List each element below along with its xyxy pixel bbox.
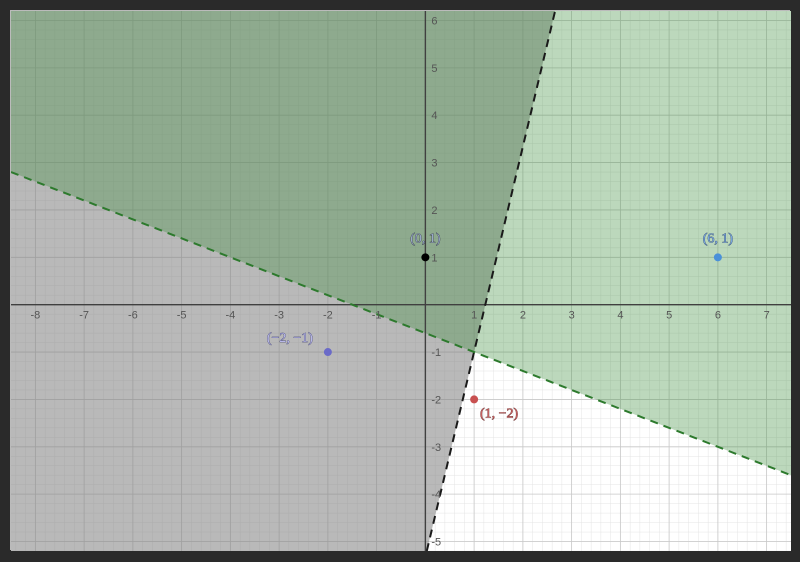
x-tick-label: -2 <box>323 310 333 322</box>
pt-black[interactable] <box>421 253 429 261</box>
x-tick-label: -3 <box>274 310 284 322</box>
y-tick-label: -2 <box>431 394 441 406</box>
x-tick-label: -6 <box>128 310 138 322</box>
y-tick-label: 1 <box>431 252 437 264</box>
x-tick-label: 5 <box>666 310 672 322</box>
x-tick-label: 4 <box>617 310 623 322</box>
pt-blue[interactable] <box>714 253 722 261</box>
pt-purple-label: (−2, −1) <box>267 331 313 346</box>
pt-purple[interactable] <box>324 348 332 356</box>
pt-black-label: (0, 1) <box>410 231 441 246</box>
x-tick-label: -8 <box>30 310 40 322</box>
y-tick-label: 2 <box>431 205 437 217</box>
pt-blue-label: (6, 1) <box>703 231 734 246</box>
y-tick-label: -5 <box>431 537 441 549</box>
pt-red[interactable] <box>470 395 478 403</box>
x-tick-label: -4 <box>225 310 235 322</box>
x-tick-label: -7 <box>79 310 89 322</box>
x-tick-label: 6 <box>715 310 721 322</box>
y-tick-label: 3 <box>431 158 437 170</box>
y-tick-label: 6 <box>431 15 437 27</box>
x-tick-label: 2 <box>520 310 526 322</box>
x-tick-label: 7 <box>764 310 770 322</box>
x-tick-label: -5 <box>177 310 187 322</box>
y-tick-label: 5 <box>431 63 437 75</box>
y-tick-label: -3 <box>431 442 441 454</box>
app-window: -8 -7 -6 -5 -4 -3 -2 -1 1 2 3 4 5 6 7 -5 -4 -3 -2 -1 1 2 3 4 5 6 (… <box>0 0 800 562</box>
x-tick-label: 3 <box>569 310 575 322</box>
x-tick-label: -1 <box>372 310 382 322</box>
y-tick-label: -4 <box>431 489 441 501</box>
chart-frame[interactable]: -8 -7 -6 -5 -4 -3 -2 -1 1 2 3 4 5 6 7 -5 -4 -3 -2 -1 1 2 3 4 5 6 (… <box>10 10 790 550</box>
pt-red-label: (1, −2) <box>480 406 519 421</box>
y-tick-label: -1 <box>431 347 441 359</box>
y-tick-label: 4 <box>431 110 437 122</box>
inequality-chart[interactable]: -8 -7 -6 -5 -4 -3 -2 -1 1 2 3 4 5 6 7 -5 -4 -3 -2 -1 1 2 3 4 5 6 (… <box>11 11 791 551</box>
x-tick-label: 1 <box>471 310 477 322</box>
